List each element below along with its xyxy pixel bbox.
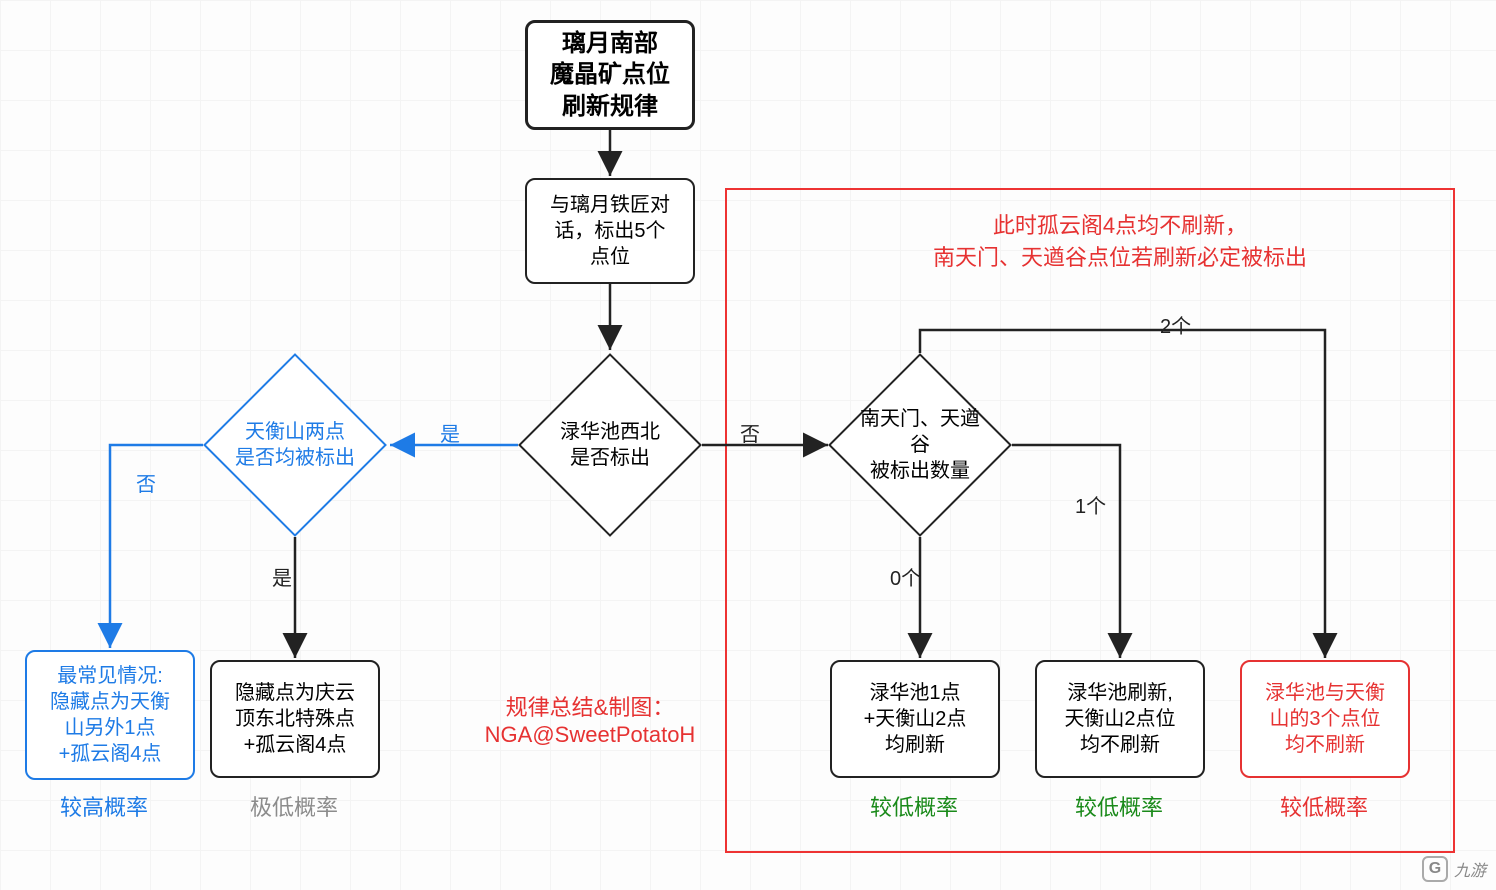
watermark-logo-icon: G <box>1422 856 1448 882</box>
watermark: G 九游 <box>1422 856 1486 882</box>
edge-tianheng-outblue <box>110 445 203 648</box>
edge-count-out1 <box>1012 445 1120 658</box>
watermark-text: 九游 <box>1454 857 1486 881</box>
edge-count-out2 <box>920 330 1325 658</box>
edges-svg <box>0 0 1496 890</box>
